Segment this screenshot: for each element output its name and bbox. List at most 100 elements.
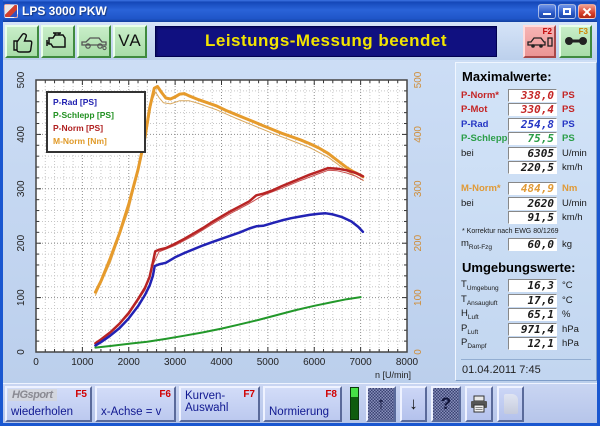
minimize-icon [543, 12, 551, 15]
f7-key-label: F7 [243, 388, 255, 400]
value-display: 75,5 [508, 132, 557, 145]
ambient-row-t-ansaugluft: TAnsaugluft 17,6 °C [461, 293, 591, 307]
legend-item: P-Norm [PS] [53, 123, 104, 133]
scroll-up-button[interactable]: ↑ [366, 385, 396, 422]
help-icon: ? [440, 393, 452, 413]
value-label: HLuft [461, 308, 479, 321]
max-row-p-rad: P-Rad 254,8 PS [461, 117, 591, 131]
normierung-button[interactable]: Normierung F8 [263, 385, 342, 422]
legend-item: P-Rad [PS] [53, 97, 97, 107]
value-unit: U/min [562, 197, 587, 209]
close-button[interactable] [578, 3, 596, 19]
minimize-button[interactable] [538, 3, 556, 19]
svg-text:7000: 7000 [350, 357, 373, 368]
correction-footnote: * Korrektur nach EWG 80/1269 [462, 227, 559, 235]
status-led [350, 387, 359, 420]
printer-icon [471, 395, 487, 412]
vehicle-on-dyno-button[interactable] [77, 24, 111, 58]
svg-text:4000: 4000 [210, 357, 233, 368]
f3-axle-button[interactable]: F3 [559, 24, 592, 58]
status-banner-text: Leistungs-Messung beendet [204, 31, 448, 50]
max-row-p-schlepp: P-Schlepp 75,5 PS [461, 132, 591, 146]
value-unit: % [562, 309, 571, 320]
ok-thumbs-up-button[interactable] [5, 24, 39, 58]
ambient-row-t-umgebung: TUmgebung 16,3 °C [461, 279, 591, 293]
value-unit: °C [562, 280, 573, 291]
maximalwerte-title: Maximalwerte: [462, 69, 552, 84]
svg-text:200: 200 [413, 234, 424, 251]
value-display: 6305 [508, 146, 557, 160]
value-label: TUmgebung [461, 279, 499, 292]
up-arrow-icon: ↑ [376, 393, 386, 413]
value-unit: km/h [562, 212, 583, 223]
max-row-m-norm: M-Norm* 484,9 Nm [461, 182, 591, 196]
scroll-down-button[interactable]: ↓ [400, 385, 427, 422]
value-label: P-Schlepp [461, 133, 508, 144]
value-label: P-Mot [461, 104, 488, 115]
datetime-display: 01.04.2011 7:45 [461, 359, 591, 377]
svg-text:n [U/min]: n [U/min] [375, 370, 411, 380]
ambient-row-p-dampf: PDampf 12,1 hPa [461, 337, 591, 351]
f8-key-label: F8 [325, 388, 337, 400]
help-button[interactable]: ? [431, 385, 461, 422]
max-row-p-norm: P-Norm* 338,0 PS [461, 88, 591, 102]
value-unit: PS [562, 118, 575, 130]
svg-text:200: 200 [16, 234, 27, 251]
max-row-rpm: bei 6305 U/min [461, 146, 591, 160]
value-display: 91,5 [508, 211, 557, 224]
button-label: Normierung [269, 405, 330, 418]
engine-button[interactable] [41, 24, 75, 58]
wiederholen-button[interactable]: HGsport wiederholen F5 [5, 385, 92, 422]
button-label: Kurven- Auswahl [185, 389, 229, 414]
value-unit: °C [562, 294, 573, 306]
maximize-button[interactable] [558, 3, 576, 19]
va-button-label: VA [118, 31, 142, 50]
value-unit: PS [562, 133, 575, 144]
svg-text:300: 300 [16, 180, 27, 197]
value-unit: km/h [562, 162, 583, 173]
print-button[interactable] [465, 385, 493, 422]
status-banner: Leistungs-Messung beendet [155, 25, 497, 57]
kurven-auswahl-button[interactable]: Kurven- Auswahl F7 [179, 385, 260, 422]
max-row-p-mot: P-Mot 330,4 PS [461, 103, 591, 117]
max-row-m-speed: 91,5 km/h [461, 211, 591, 225]
f3-key-label: F3 [578, 26, 588, 36]
svg-text:300: 300 [413, 180, 424, 197]
car-exit-icon [526, 37, 553, 48]
maximize-icon [563, 7, 571, 15]
svg-text:3000: 3000 [164, 357, 187, 368]
value-label: PLuft [461, 322, 479, 336]
x-achse-button[interactable]: x-Achse = v F6 [95, 385, 176, 422]
svg-text:2000: 2000 [118, 357, 141, 368]
svg-text:0: 0 [16, 349, 27, 355]
legend-item: P-Schlepp [PS] [53, 110, 114, 120]
value-label: TAnsaugluft [461, 293, 498, 307]
value-unit: PS [562, 89, 575, 101]
value-label: P-Norm* [461, 89, 500, 101]
value-display: 484,9 [508, 182, 557, 195]
f5-key-label: F5 [75, 388, 87, 400]
va-axle-select-button[interactable]: VA [113, 24, 147, 58]
value-unit: PS [562, 104, 575, 115]
main-area: 0 1000 2000 3000 4000 5000 6000 7000 8000 n [U/mi… [3, 60, 597, 383]
values-panel: Maximalwerte: P-Norm* 338,0 PS P-Mot 330… [455, 62, 597, 381]
f2-drive-out-button[interactable]: F2 [523, 24, 556, 58]
svg-text:100: 100 [16, 289, 27, 306]
value-display: 12,1 [508, 337, 557, 350]
value-unit: U/min [562, 147, 587, 159]
value-display: 65,1 [508, 308, 557, 321]
value-display: 16,3 [508, 279, 557, 292]
value-unit: kg [562, 239, 573, 250]
value-label: M-Norm* [461, 183, 501, 194]
down-arrow-icon: ↓ [409, 393, 418, 413]
car-on-rollers-icon [81, 37, 107, 51]
value-label: mRot-Fzg [461, 238, 493, 251]
chart-area: 0 1000 2000 3000 4000 5000 6000 7000 8000 n [U/mi… [3, 60, 451, 383]
button-label: x-Achse = v [101, 405, 162, 418]
max-row-speed: 220,5 km/h [461, 161, 591, 175]
chart-legend: P-Rad [PS] P-Schlepp [PS] P-Norm [PS] M-… [46, 91, 146, 153]
engine-icon [46, 32, 66, 48]
value-label: P-Rad [461, 118, 489, 130]
hgsport-watermark: HGsport [8, 388, 57, 401]
exit-button[interactable] [497, 385, 524, 422]
